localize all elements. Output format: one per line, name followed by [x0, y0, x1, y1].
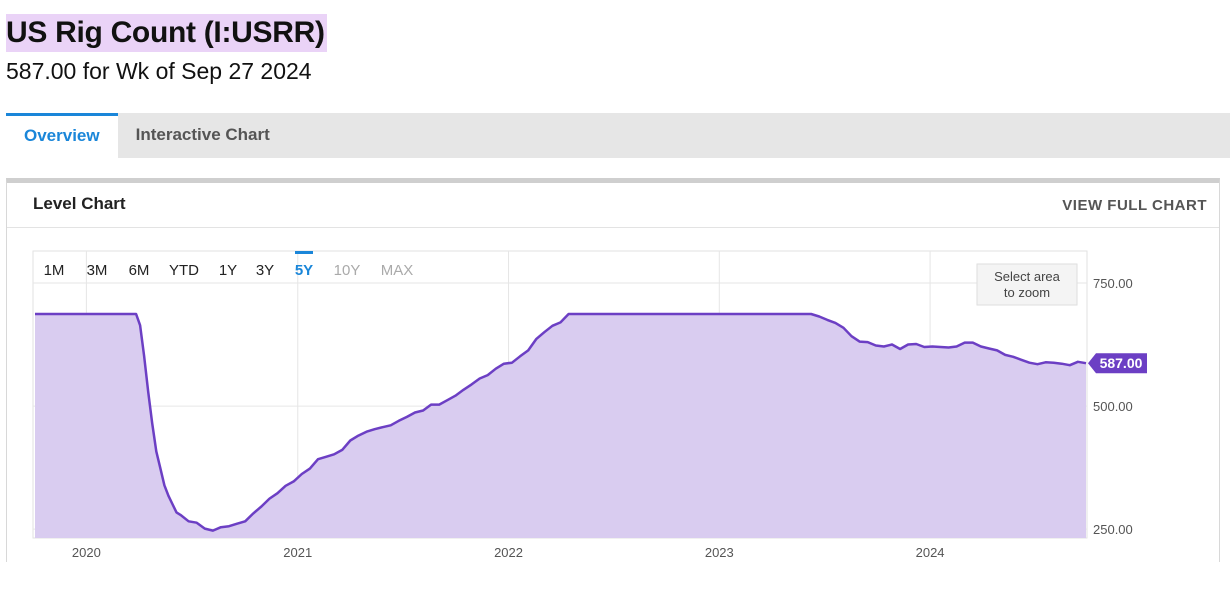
range-button-max: MAX [381, 262, 414, 279]
x-axis-ticks: 2020 2021 2022 2023 2024 [72, 545, 945, 560]
tab-overview[interactable]: Overview [6, 113, 118, 158]
zoom-hint-line-1: Select area [994, 269, 1061, 284]
range-button-5y[interactable]: 5Y [295, 262, 313, 279]
x-tick-label: 2020 [72, 545, 101, 560]
x-tick-label: 2023 [705, 545, 734, 560]
zoom-hint-line-2: to zoom [1004, 285, 1050, 300]
range-button-ytd[interactable]: YTD [169, 262, 199, 279]
range-button-3y[interactable]: 3Y [256, 262, 274, 279]
tab-bar: Overview Interactive Chart [6, 113, 1230, 158]
zoom-hint: Select area to zoom [976, 263, 1078, 306]
y-tick-label: 750.00 [1093, 276, 1133, 291]
range-button-1y[interactable]: 1Y [219, 262, 237, 279]
page-title: US Rig Count (I:USRR) [6, 14, 327, 52]
range-button-3m[interactable]: 3M [87, 262, 108, 279]
y-tick-label: 250.00 [1093, 522, 1133, 537]
view-full-chart-link[interactable]: VIEW FULL CHART [1062, 197, 1207, 214]
range-button-6m[interactable]: 6M [129, 262, 150, 279]
range-active-indicator [295, 251, 313, 254]
range-selector: 1M 3M 6M YTD 1Y 3Y 5Y 10Y MAX [44, 251, 414, 279]
tab-interactive-chart[interactable]: Interactive Chart [135, 125, 270, 144]
x-tick-label: 2022 [494, 545, 523, 560]
series-area [35, 314, 1086, 538]
range-button-10y: 10Y [334, 262, 361, 279]
x-tick-label: 2024 [916, 545, 945, 560]
page-footer-strip [0, 562, 1230, 592]
range-button-1m[interactable]: 1M [44, 262, 65, 279]
last-value-marker: 587.00 [1088, 353, 1147, 374]
card-title: Level Chart [33, 194, 126, 213]
last-value-label: 587.00 [1100, 355, 1143, 371]
y-axis-ticks: 250.00 500.00 750.00 [1093, 276, 1133, 537]
card-header: Level Chart VIEW FULL CHART [7, 183, 1219, 228]
latest-value-subtitle: 587.00 for Wk of Sep 27 2024 [6, 58, 312, 84]
y-tick-label: 500.00 [1093, 399, 1133, 414]
series-line [35, 312, 1087, 532]
x-tick-label: 2021 [283, 545, 312, 560]
